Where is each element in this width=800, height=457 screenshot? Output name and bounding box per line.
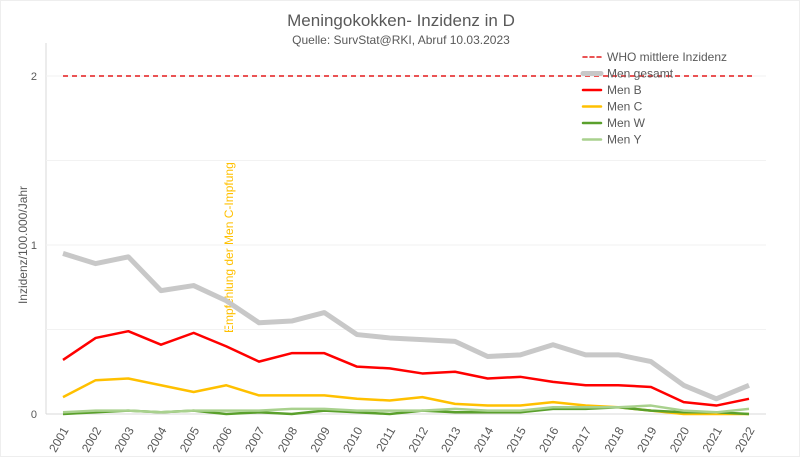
x-tick-label: 2006 [209, 424, 235, 454]
legend-label: Men Y [607, 133, 641, 147]
x-tick-label: 2016 [536, 424, 562, 454]
x-tick-label: 2003 [111, 424, 137, 454]
series-line-men-gesamt [62, 251, 750, 402]
y-tick-label: 1 [31, 240, 37, 252]
annotation-men-c-vaccination: Empfehlung der Men C-Impfung [222, 162, 236, 333]
legend-label: Men C [607, 100, 643, 114]
x-tick-label: 2001 [46, 424, 72, 454]
x-tick-label: 2013 [438, 424, 464, 454]
x-tick-label: 2020 [667, 424, 693, 454]
x-tick-label: 2015 [503, 424, 529, 454]
x-tick-label: 2018 [601, 424, 627, 454]
x-tick-label: 2004 [144, 424, 170, 454]
legend-label: Men gesamt [607, 67, 674, 81]
x-tick-label: 2017 [569, 424, 595, 454]
legend-label: Men W [607, 116, 646, 130]
x-tick-label: 2019 [634, 424, 660, 454]
x-tick-label: 2002 [79, 424, 105, 454]
x-tick-label: 2010 [340, 424, 366, 454]
x-tick-label: 2005 [177, 424, 203, 454]
legend-label: WHO mittlere Inzidenz [607, 50, 727, 64]
legend-label: Men B [607, 83, 642, 97]
y-tick-label: 2 [31, 71, 37, 83]
series-line-men-y [62, 404, 750, 414]
x-tick-label: 2007 [242, 424, 268, 454]
x-tick-label: 2011 [373, 424, 398, 454]
x-tick-label: 2012 [405, 424, 431, 454]
series-line-men-c [62, 377, 749, 416]
series-line-men-b [62, 329, 750, 407]
y-axis-label: Inzidenz/100.000/Jahr [16, 186, 30, 304]
chart-title: Meningokokken- Inzidenz in D [287, 11, 515, 30]
x-tick-label: 2022 [732, 424, 758, 454]
y-tick-label: 0 [31, 409, 37, 421]
x-tick-label: 2008 [275, 424, 301, 454]
chart-subtitle: Quelle: SurvStat@RKI, Abruf 10.03.2023 [292, 33, 510, 47]
x-tick-label: 2014 [471, 424, 497, 454]
x-tick-label: 2021 [699, 424, 725, 454]
x-tick-label: 2009 [307, 424, 333, 454]
